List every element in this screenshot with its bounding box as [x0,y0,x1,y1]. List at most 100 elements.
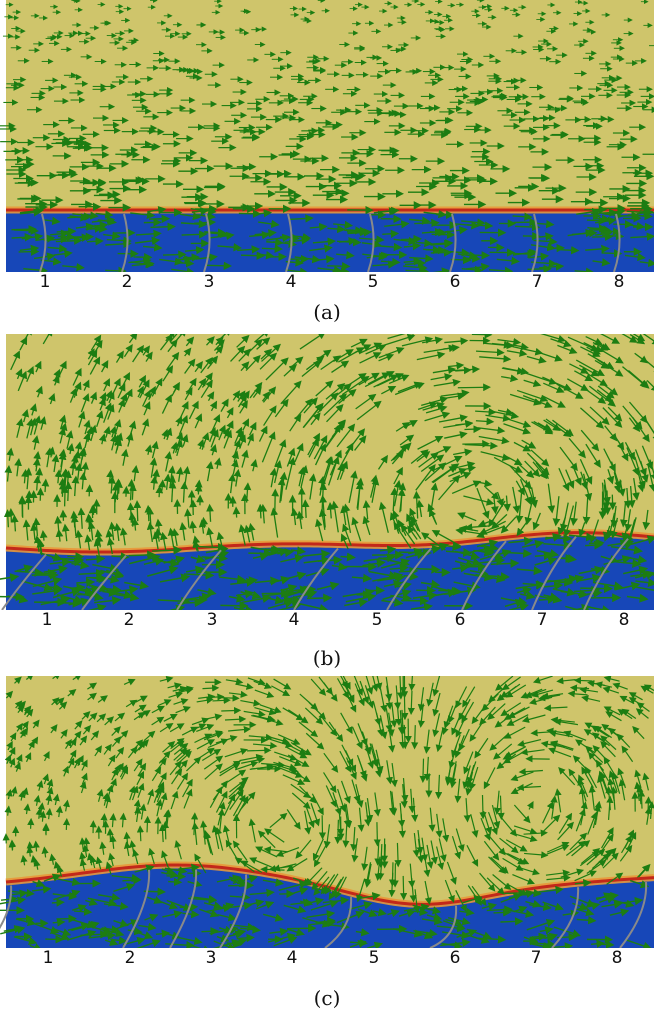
velocity-arrow [377,454,388,470]
velocity-arrow [592,258,611,267]
velocity-arrow [147,565,179,577]
velocity-arrow [508,602,529,610]
velocity-arrow [42,334,53,345]
velocity-arrow [294,254,321,264]
velocity-arrow [204,228,227,237]
velocity-arrow [210,231,235,240]
velocity-arrow [526,355,547,364]
velocity-arrow [105,239,132,249]
velocity-arrow [576,207,601,217]
velocity-arrow [71,475,80,497]
velocity-arrow [175,439,184,457]
velocity-arrows [0,334,654,610]
velocity-arrow [463,495,495,506]
velocity-arrow [496,256,520,265]
velocity-arrow [32,840,40,852]
velocity-arrow [122,875,142,885]
flow-field-plot-c [0,676,654,948]
velocity-arrow [49,557,71,567]
velocity-arrow [334,819,342,845]
probe-label: 4 [285,272,297,292]
velocity-arrow [382,229,400,238]
velocity-arrow [41,478,50,493]
probe-label: 5 [368,948,380,968]
velocity-arrow [477,426,506,435]
velocity-arrow [531,421,554,435]
velocity-arrow [102,378,111,392]
velocity-arrow [515,492,524,524]
velocity-arrow [619,444,629,462]
velocity-arrow [361,239,382,249]
velocity-arrow [579,364,600,377]
velocity-arrow [515,580,546,590]
velocity-arrow [448,361,465,370]
velocity-arrow [419,758,427,784]
velocity-arrow [130,210,156,220]
velocity-arrow [237,245,261,254]
velocity-arrow [344,598,369,608]
velocity-arrow [299,334,326,350]
velocity-arrow [10,350,21,371]
probe-label: 4 [286,948,298,968]
velocity-arrow [337,238,362,247]
probe-axis-c: 1 2 3 4 5 6 7 8 [0,948,654,972]
probe-label: 2 [124,948,136,968]
velocity-arrow [171,267,196,272]
velocity-arrow [220,694,240,702]
velocity-arrow [19,208,42,217]
velocity-arrow [200,357,213,374]
velocity-arrow [167,465,176,487]
velocity-arrow [136,825,145,842]
velocity-arrow [97,217,117,226]
velocity-arrow [527,264,552,272]
velocity-arrow [201,927,219,936]
velocity-arrow [560,502,569,532]
velocity-arrow [301,499,310,518]
velocity-arrow [135,236,161,246]
velocity-arrow [450,248,470,257]
velocity-arrow [22,519,31,541]
velocity-arrow [317,265,343,272]
velocity-arrow [147,205,167,215]
velocity-arrow [380,257,401,267]
velocity-arrow [516,566,543,576]
velocity-arrow [508,536,534,546]
velocity-arrow [54,469,63,484]
velocity-arrow [312,237,337,246]
velocity-arrow [595,216,617,226]
velocity-arrow [345,428,366,455]
velocity-arrow [496,491,504,507]
probe-label: 3 [203,272,215,292]
velocity-arrow [205,460,214,482]
velocity-arrow [177,259,195,268]
velocity-arrow [180,219,208,229]
velocity-arrow [406,513,416,532]
velocity-arrow [308,473,317,500]
velocity-arrow [258,425,268,442]
velocity-arrow [6,447,15,461]
velocity-arrow [305,567,330,577]
velocity-arrow [162,365,174,382]
velocity-arrow [254,576,280,586]
velocity-arrow [560,246,580,255]
velocity-arrow [166,872,187,881]
velocity-arrow [398,482,407,513]
velocity-arrow [388,862,397,887]
velocity-arrow [391,450,405,465]
velocity-arrow [39,530,48,541]
velocity-arrow [512,248,538,257]
flow-field-plot-a [0,0,654,272]
velocity-arrow [597,940,615,948]
probe-line [531,213,539,272]
velocity-arrow [512,212,533,221]
velocity-arrow [56,227,77,236]
velocity-arrow [35,467,44,484]
velocity-arrow [266,238,284,247]
velocity-arrow [42,216,61,226]
velocity-arrow [226,406,234,419]
velocity-arrows [0,0,654,272]
velocity-arrow [184,508,192,528]
probe-label: 1 [39,272,51,292]
velocity-arrow [534,551,553,560]
probe-label: 5 [371,610,383,630]
